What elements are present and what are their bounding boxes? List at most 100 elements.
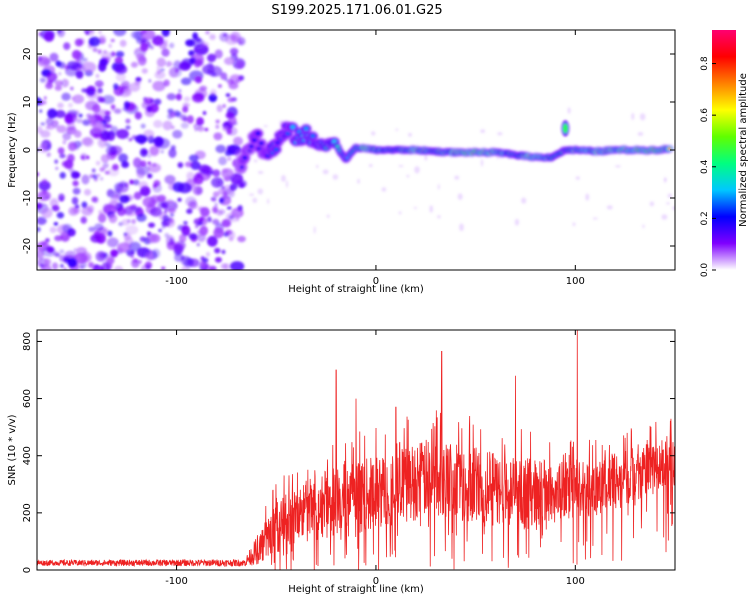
noise-speckle: [95, 73, 100, 79]
noise-speckle: [153, 98, 162, 105]
noise-speckle: [161, 266, 166, 270]
noise-speckle: [285, 180, 289, 188]
noise-speckle: [40, 130, 51, 138]
noise-speckle: [83, 188, 92, 196]
noise-speckle: [58, 61, 66, 69]
noise-speckle: [497, 132, 503, 136]
noise-speckle: [180, 122, 189, 129]
noise-speckle: [39, 77, 46, 83]
noise-speckle: [104, 254, 115, 265]
noise-speckle: [130, 61, 138, 68]
noise-speckle: [149, 233, 161, 244]
noise-speckle: [129, 241, 141, 252]
noise-speckle: [177, 161, 184, 169]
noise-speckle: [64, 250, 77, 261]
noise-speckle: [61, 223, 73, 234]
noise-speckle: [215, 119, 220, 124]
noise-speckle: [54, 159, 59, 164]
noise-speckle: [41, 246, 56, 257]
noise-speckle: [666, 202, 670, 205]
noise-speckle: [138, 181, 149, 189]
colorbar-label: Normalized spectral amplitude: [738, 73, 749, 227]
noise-speckle: [252, 197, 258, 204]
noise-speckle: [71, 49, 82, 60]
noise-speckle: [172, 129, 183, 139]
noise-speckle: [113, 83, 119, 90]
snr-series-line: [37, 330, 675, 570]
noise-speckle: [201, 263, 212, 270]
noise-speckle: [73, 248, 77, 252]
y-tick-label: 200: [22, 503, 33, 522]
noise-speckle: [133, 191, 142, 200]
noise-speckle: [106, 189, 115, 198]
noise-speckle: [196, 243, 200, 247]
noise-speckle: [207, 216, 212, 223]
noise-speckle: [166, 241, 177, 251]
noise-speckle: [123, 101, 130, 109]
noise-speckle: [191, 93, 205, 103]
noise-speckle: [116, 207, 126, 216]
noise-speckle: [161, 30, 170, 37]
noise-speckle: [229, 183, 238, 191]
noise-speckle: [97, 83, 102, 87]
noise-speckle: [43, 96, 47, 100]
noise-speckle: [72, 94, 85, 104]
noise-speckle: [180, 77, 192, 86]
snr-x-label: Height of straight line (km): [288, 584, 424, 595]
noise-speckle: [192, 32, 199, 40]
y-tick-label: 800: [22, 332, 33, 351]
noise-speckle: [398, 211, 402, 215]
noise-speckle: [220, 263, 228, 270]
ridge-core: [310, 134, 316, 139]
noise-speckle: [147, 163, 161, 173]
noise-speckle: [47, 108, 58, 119]
noise-speckle: [59, 172, 66, 179]
noise-speckle: [227, 230, 236, 240]
noise-speckle: [188, 154, 199, 162]
noise-speckle: [86, 113, 92, 119]
noise-speckle: [238, 40, 243, 45]
y-tick-label: 0: [22, 147, 33, 153]
noise-speckle: [228, 82, 239, 90]
noise-speckle: [159, 68, 165, 72]
noise-speckle: [207, 62, 214, 68]
noise-speckle: [229, 74, 242, 84]
noise-speckle: [95, 250, 107, 262]
noise-speckle: [118, 153, 129, 163]
noise-speckle: [94, 223, 104, 231]
noise-speckle: [197, 221, 203, 226]
noise-speckle: [73, 130, 82, 138]
noise-speckle: [136, 213, 147, 222]
noise-speckle: [140, 123, 146, 129]
snr-frame: [36, 329, 676, 571]
noise-speckle: [201, 41, 209, 48]
noise-speckle: [86, 90, 99, 100]
noise-speckle: [661, 214, 668, 220]
noise-speckle: [93, 124, 103, 133]
colorbar: 0.0 0.2 0.4 0.6 0.8 Normalized spectral ampl…: [700, 30, 749, 277]
noise-speckle: [81, 137, 93, 146]
ridge-core: [303, 126, 309, 131]
noise-speckle: [209, 170, 214, 175]
noise-speckle: [62, 132, 72, 141]
noise-speckle: [199, 225, 209, 236]
noise-speckle: [54, 80, 63, 87]
noise-speckle: [178, 234, 187, 243]
noise-speckle: [197, 125, 205, 132]
ridge-core: [667, 147, 672, 151]
noise-speckle: [39, 109, 43, 113]
noise-speckle: [58, 193, 65, 202]
noise-speckle: [142, 196, 157, 208]
noise-speckle: [211, 177, 224, 188]
noise-speckle: [129, 82, 141, 92]
y-tick-label: -20: [22, 238, 33, 254]
noise-speckle: [196, 187, 202, 195]
noise-speckle: [413, 206, 417, 209]
noise-speckle: [108, 43, 112, 48]
noise-speckle: [221, 249, 226, 255]
noise-speckle: [103, 50, 107, 54]
noise-speckle: [129, 204, 137, 210]
noise-speckle: [198, 216, 205, 222]
spectrogram-blobs: [37, 30, 675, 270]
noise-speckle: [209, 88, 217, 97]
